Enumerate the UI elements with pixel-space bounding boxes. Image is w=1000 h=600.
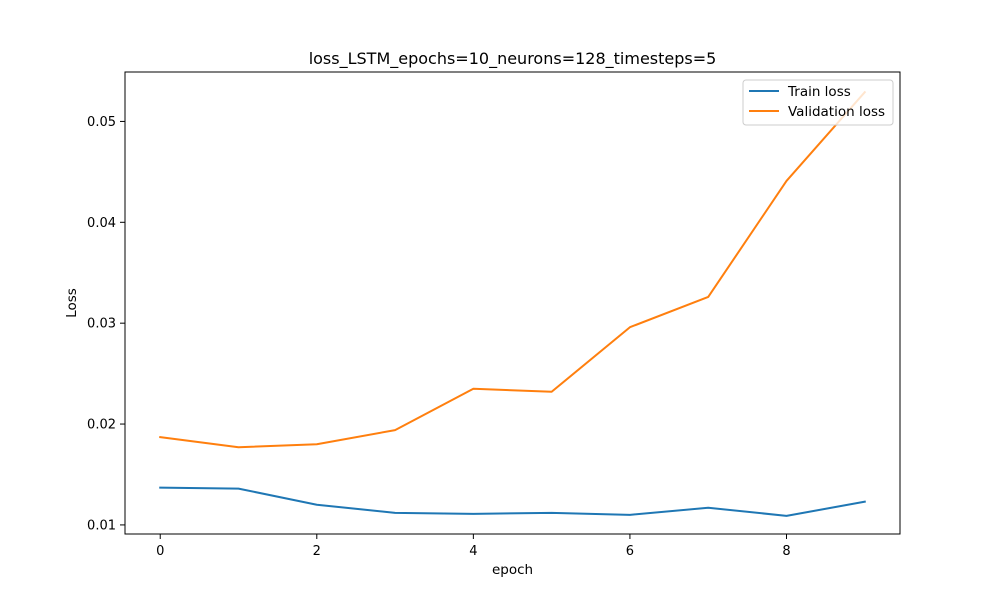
y-tick-label: 0.04 (87, 216, 116, 231)
x-tick-label: 0 (156, 544, 164, 559)
x-tick-label: 4 (469, 544, 477, 559)
y-tick-label: 0.05 (87, 115, 116, 130)
y-tick-label: 0.01 (87, 518, 116, 533)
y-tick-label: 0.02 (87, 418, 116, 433)
legend-box (742, 79, 894, 126)
legend-train-loss-label: Train loss (787, 84, 851, 100)
series-line-train-loss (159, 486, 866, 517)
chart-title: loss_LSTM_epochs=10_neurons=128_timestep… (309, 49, 717, 69)
y-axis-label: Loss (64, 288, 80, 318)
series-layer (159, 90, 867, 517)
series-line-validation-loss (159, 90, 867, 449)
axes-frame (124, 71, 901, 535)
legend-validation-loss-label: Validation loss (788, 104, 885, 120)
x-tick-label: 2 (313, 544, 321, 559)
plot-area (124, 71, 901, 535)
y-axis-ticks: 0.01 0.02 0.03 0.04 0.05 (87, 115, 125, 533)
y-tick-label: 0.03 (87, 317, 116, 332)
legend: Train loss Validation loss (742, 79, 894, 126)
x-axis-ticks: 0 2 4 6 8 (156, 534, 791, 559)
x-tick-label: 8 (782, 544, 790, 559)
x-tick-label: 6 (626, 544, 634, 559)
x-axis-label: epoch (492, 562, 533, 578)
